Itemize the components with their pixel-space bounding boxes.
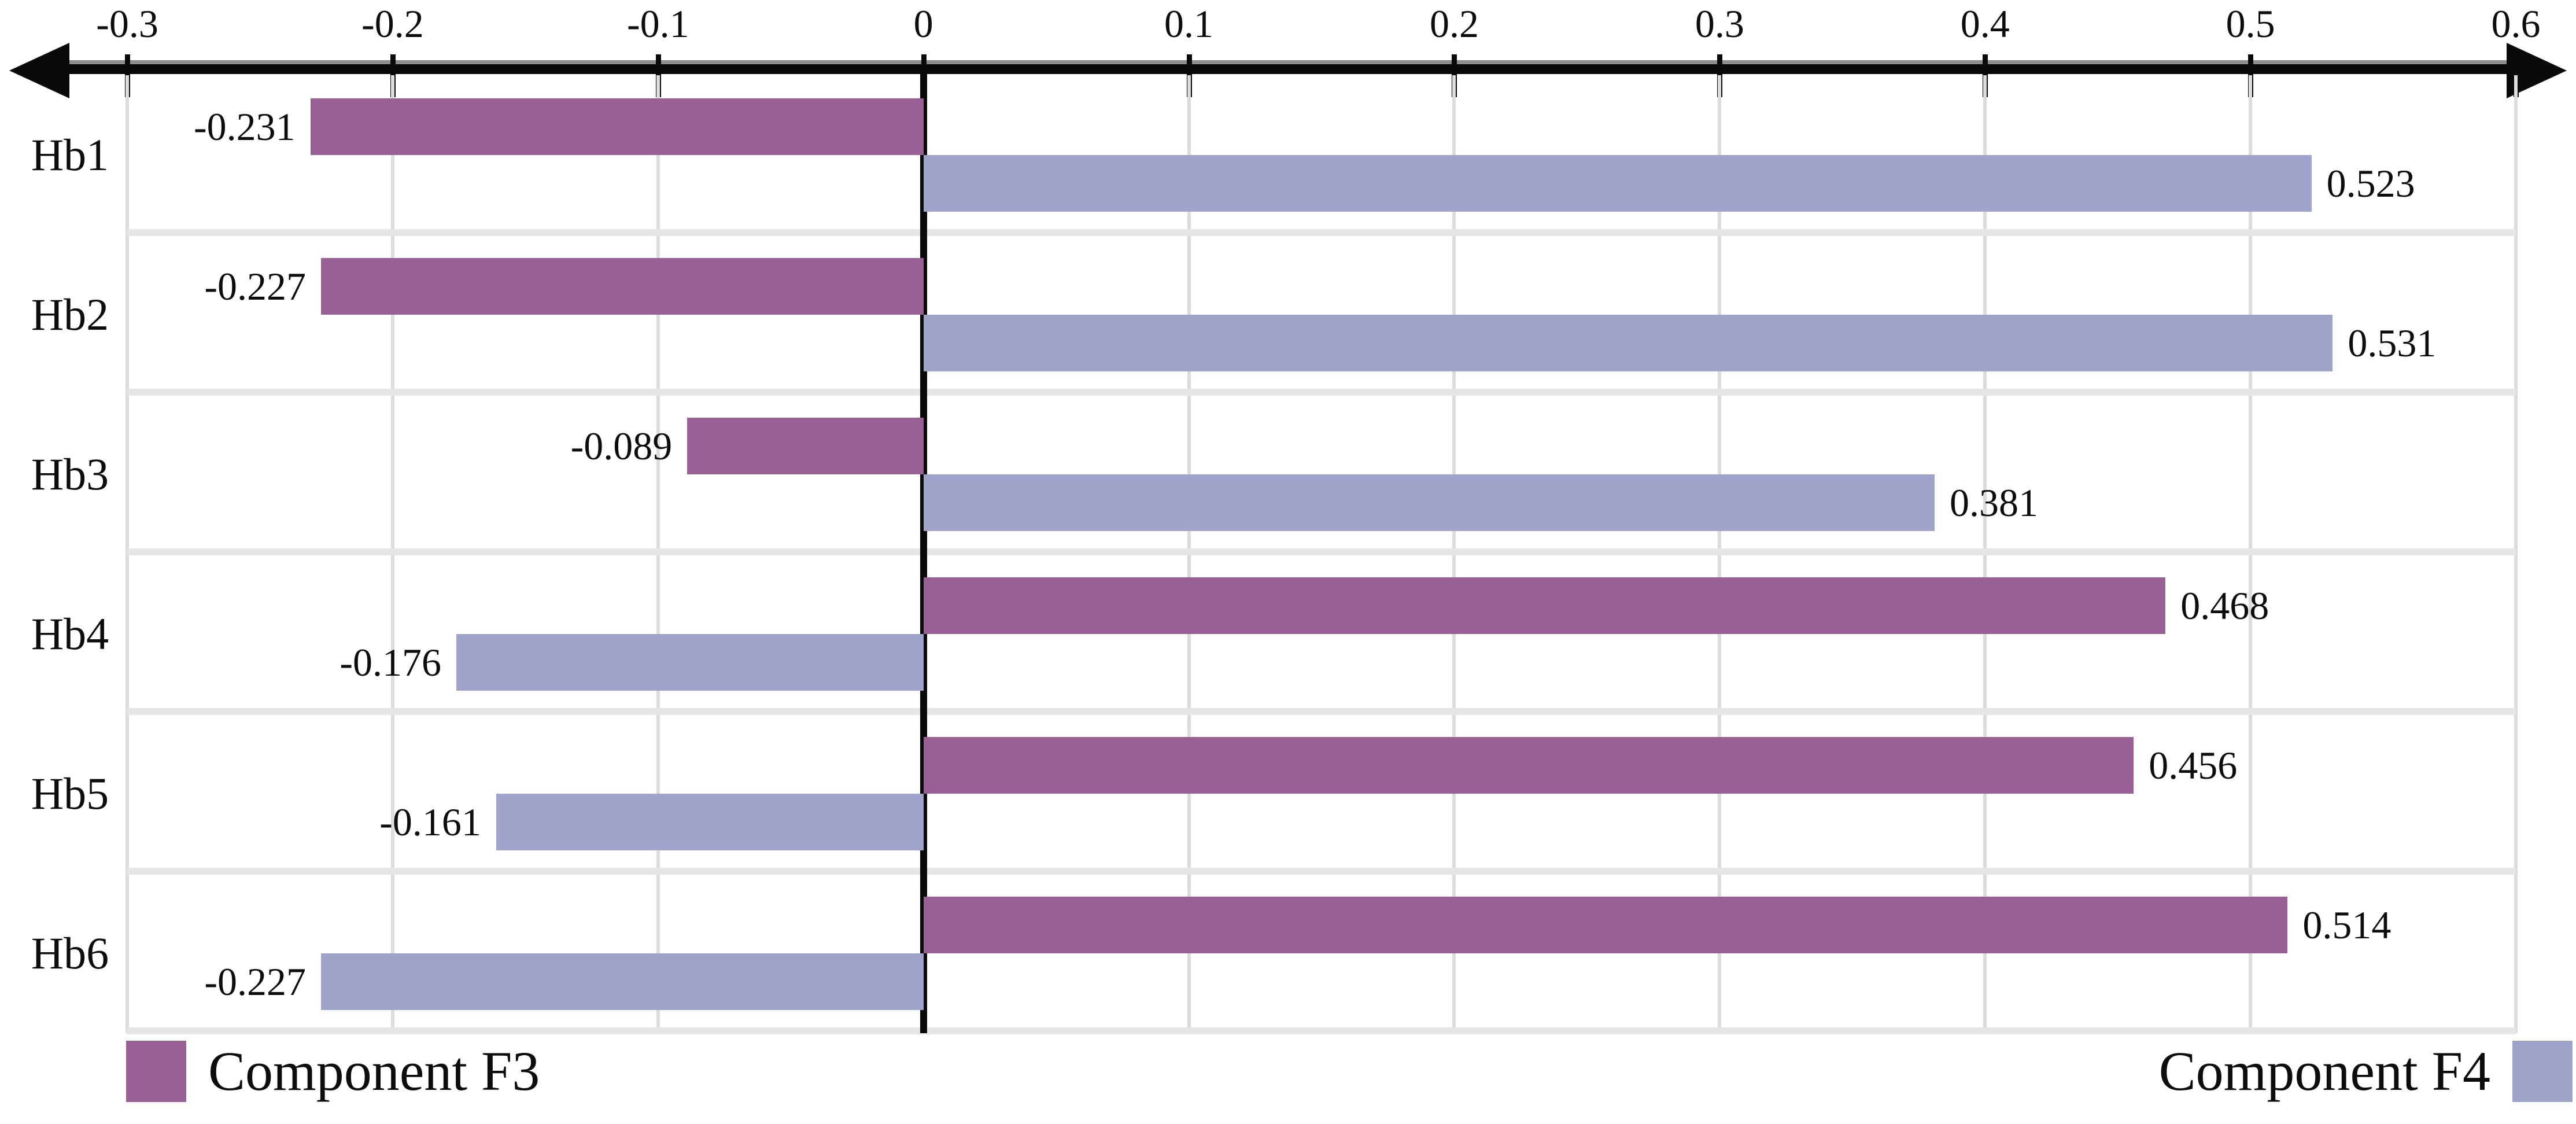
value-label-hb2-f4: 0.531 xyxy=(2348,320,2437,365)
bar-hb4-f3 xyxy=(923,577,2166,634)
x-axis-line xyxy=(56,64,2518,74)
bar-hb5-f4 xyxy=(496,794,924,850)
legend-swatch-f3 xyxy=(126,1040,186,1102)
value-label-hb3-f4: 0.381 xyxy=(1950,480,2039,525)
x-axis-tick-label: 0.3 xyxy=(1695,2,1744,46)
row-separator xyxy=(127,1027,2516,1034)
row-separator xyxy=(127,548,2516,555)
bar-hb5-f3 xyxy=(923,737,2134,794)
value-label-hb3-f3: -0.089 xyxy=(570,423,673,468)
bar-hb4-f4 xyxy=(456,634,924,691)
value-label-hb1-f3: -0.231 xyxy=(193,104,296,149)
x-axis-line-highlight xyxy=(56,60,2518,64)
x-axis-tick-label: 0.4 xyxy=(1960,2,2010,46)
row-separator xyxy=(127,229,2516,236)
category-label-hb5: Hb5 xyxy=(31,768,109,819)
bar-hb1-f3 xyxy=(310,98,924,155)
bar-hb2-f4 xyxy=(923,315,2333,371)
value-label-hb4-f4: -0.176 xyxy=(339,640,442,684)
x-axis-tick-label: 0.6 xyxy=(2491,2,2541,46)
row-separator xyxy=(127,708,2516,715)
x-axis-tick-label: 0 xyxy=(913,2,933,46)
legend-component-f4: Component F4 xyxy=(2159,1039,2573,1103)
row-separator xyxy=(127,868,2516,875)
bar-hb2-f3 xyxy=(320,258,924,315)
bar-hb3-f3 xyxy=(687,418,924,474)
legend-swatch-f4 xyxy=(2512,1040,2573,1102)
legend-label-f3: Component F3 xyxy=(208,1040,540,1102)
value-label-hb4-f3: 0.468 xyxy=(2180,583,2269,628)
category-label-hb3: Hb3 xyxy=(31,449,109,499)
category-label-hb1: Hb1 xyxy=(31,130,109,180)
bar-hb6-f4 xyxy=(320,953,924,1010)
x-axis-tick-label: 0.5 xyxy=(2226,2,2275,46)
category-label-hb6: Hb6 xyxy=(31,928,109,978)
x-axis-tick-label: -0.2 xyxy=(361,2,424,46)
legend-label-f4: Component F4 xyxy=(2158,1040,2490,1102)
x-axis-tick-label: -0.3 xyxy=(96,2,158,46)
value-label-hb6-f3: 0.514 xyxy=(2302,902,2392,947)
value-label-hb6-f4: -0.227 xyxy=(204,959,306,1004)
bar-hb3-f4 xyxy=(923,474,1935,531)
value-label-hb5-f3: 0.456 xyxy=(2149,743,2238,787)
x-axis-tick-label: 0.1 xyxy=(1164,2,1214,46)
bar-hb6-f3 xyxy=(923,897,2288,953)
value-label-hb1-f4: 0.523 xyxy=(2326,161,2415,205)
row-separator xyxy=(127,389,2516,396)
legend-component-f3: Component F3 xyxy=(126,1039,540,1103)
category-label-hb4: Hb4 xyxy=(31,609,109,659)
gridline xyxy=(2514,75,2518,1033)
x-axis-left-arrow-icon xyxy=(9,43,69,98)
category-label-hb2: Hb2 xyxy=(31,289,109,340)
x-axis-tick-label: -0.1 xyxy=(626,2,689,46)
x-axis-tick-label: 0.2 xyxy=(1429,2,1479,46)
value-label-hb5-f4: -0.161 xyxy=(379,799,481,844)
value-label-hb2-f3: -0.227 xyxy=(204,264,306,308)
bar-hb1-f4 xyxy=(923,155,2312,212)
